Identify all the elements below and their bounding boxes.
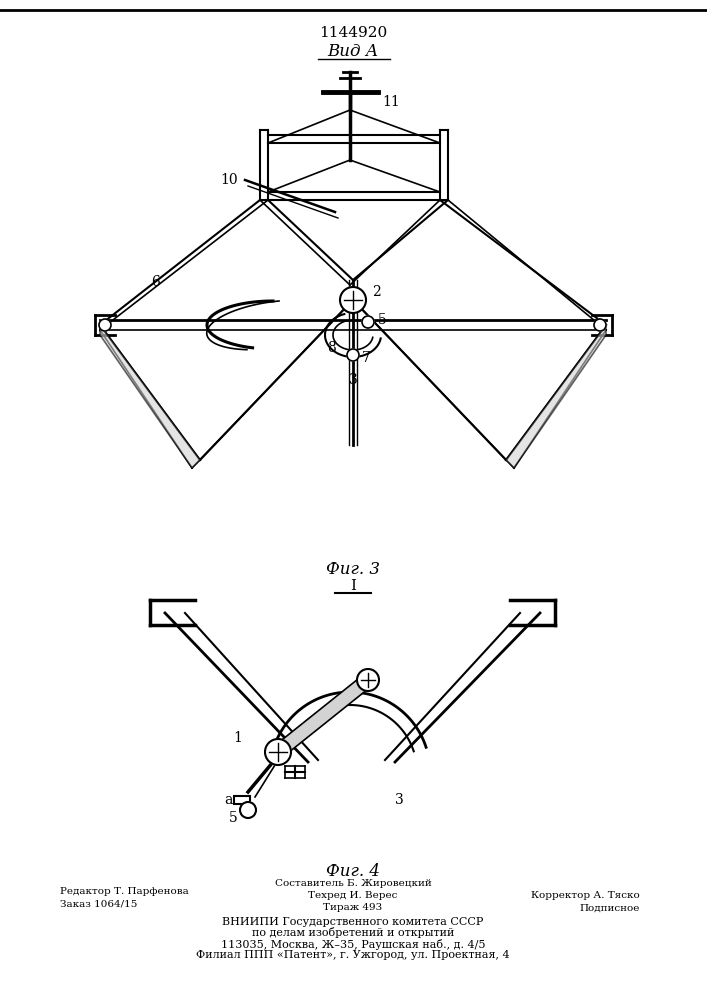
Text: Фиг. 4: Фиг. 4 xyxy=(326,863,380,880)
Text: Подписное: Подписное xyxy=(580,904,640,912)
Text: 11: 11 xyxy=(382,95,399,109)
Text: 3: 3 xyxy=(395,793,404,807)
Text: I: I xyxy=(350,579,356,593)
Text: 10: 10 xyxy=(221,173,238,187)
Text: ВНИИПИ Государственного комитета СССР: ВНИИПИ Государственного комитета СССР xyxy=(222,917,484,927)
Text: 3: 3 xyxy=(349,373,357,387)
Text: 5: 5 xyxy=(229,811,238,825)
Bar xyxy=(285,766,305,778)
Polygon shape xyxy=(234,796,250,804)
Text: Корректор А. Тяско: Корректор А. Тяско xyxy=(531,892,640,900)
Text: 1: 1 xyxy=(233,731,242,745)
Circle shape xyxy=(594,319,606,331)
Text: Вид А: Вид А xyxy=(327,43,379,60)
Circle shape xyxy=(347,349,359,361)
Text: Редактор Т. Парфенова: Редактор Т. Парфенова xyxy=(60,888,189,896)
Text: Тираж 493: Тираж 493 xyxy=(323,904,382,912)
Circle shape xyxy=(240,802,256,818)
Circle shape xyxy=(340,287,366,313)
Polygon shape xyxy=(274,675,373,757)
Text: Филиал ППП «Патент», г. Ужгород, ул. Проектная, 4: Филиал ППП «Патент», г. Ужгород, ул. Про… xyxy=(196,950,510,960)
Text: Заказ 1064/15: Заказ 1064/15 xyxy=(60,900,137,908)
Circle shape xyxy=(362,316,374,328)
Text: 5: 5 xyxy=(378,313,387,327)
Text: Фиг. 3: Фиг. 3 xyxy=(326,562,380,578)
Polygon shape xyxy=(100,325,200,468)
Text: Техред И. Верес: Техред И. Верес xyxy=(308,892,397,900)
Text: a: a xyxy=(225,793,233,807)
Circle shape xyxy=(357,669,379,691)
Text: по делам изобретений и открытий: по делам изобретений и открытий xyxy=(252,928,454,938)
Text: 8: 8 xyxy=(327,341,336,355)
Circle shape xyxy=(265,739,291,765)
Text: 113035, Москва, Ж–35, Раушская наб., д. 4/5: 113035, Москва, Ж–35, Раушская наб., д. … xyxy=(221,938,485,950)
Circle shape xyxy=(99,319,111,331)
Text: 6: 6 xyxy=(151,275,159,289)
Polygon shape xyxy=(506,325,606,468)
Text: Составитель Б. Жировецкий: Составитель Б. Жировецкий xyxy=(274,880,431,888)
Text: 2: 2 xyxy=(372,285,381,299)
Text: 1144920: 1144920 xyxy=(319,26,387,40)
Text: 7: 7 xyxy=(362,351,371,365)
